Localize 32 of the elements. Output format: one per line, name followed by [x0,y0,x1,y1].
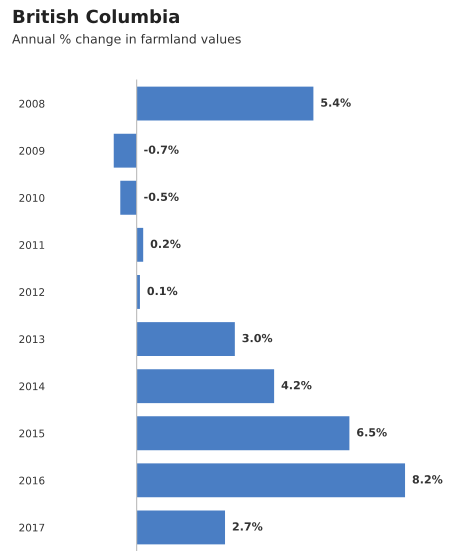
data-label: 3.0% [242,334,272,342]
data-label: 2.7% [232,522,262,531]
data-label: 0.1% [147,286,178,296]
data-label: -0.5% [144,192,179,201]
y-tick-label: 2012 [19,288,44,296]
bar [136,463,406,498]
bar [114,134,137,168]
y-tick-label: 2009 [19,146,44,155]
chart-title: British Columbia [14,9,179,24]
y-tick-label: 2013 [19,335,44,344]
data-label: 5.4% [321,98,351,107]
data-label: 6.5% [357,428,387,436]
y-tick-label: 2008 [19,100,44,108]
bar [136,322,235,356]
bar [136,416,350,450]
bar [120,180,137,215]
y-tick-label: 2016 [19,476,44,484]
bar [136,228,144,262]
y-tick-label: 2014 [19,382,45,390]
y-tick-label: 2010 [19,194,44,202]
bar [136,274,140,309]
bar [136,86,314,121]
y-tick-label: 2015 [19,429,44,438]
data-label: 4.2% [282,380,312,390]
y-tick-label: 2017 [19,524,44,532]
data-label: 0.2% [150,240,181,248]
data-label: -0.7% [144,145,179,154]
y-tick-label: 2011 [19,241,44,249]
bar [136,369,274,404]
data-label: 8.2% [412,475,442,484]
chart-subtitle: Annual % change in farmland values [12,34,241,46]
bar [136,510,226,544]
